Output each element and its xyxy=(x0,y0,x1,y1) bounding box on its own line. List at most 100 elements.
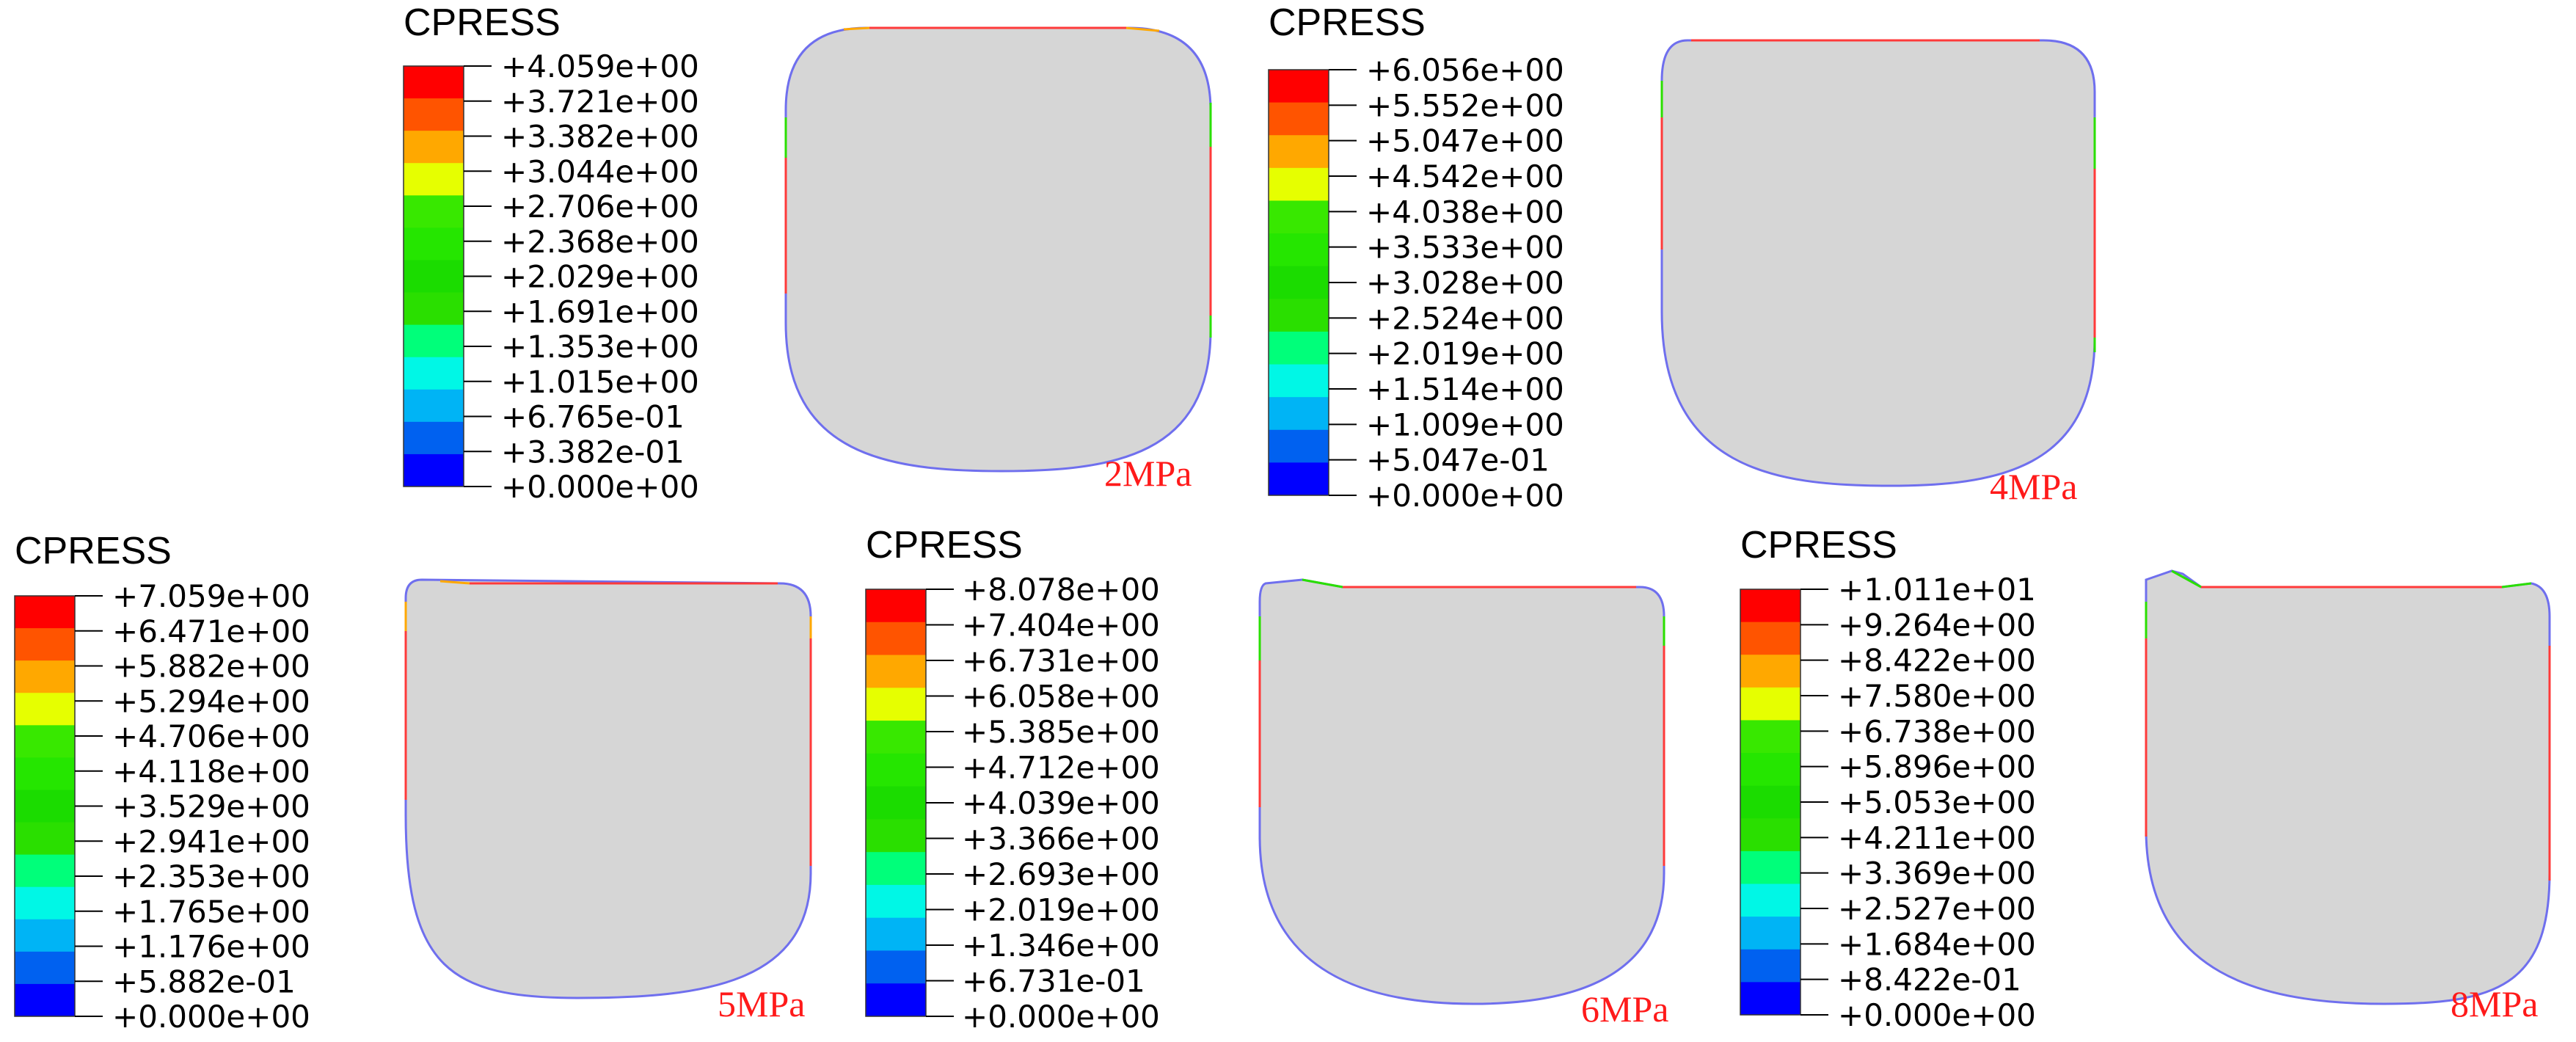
color-legend: +7.059e+00+6.471e+00+5.882e+00+5.294e+00… xyxy=(14,578,310,1035)
legend-tick-label: +1.691e+00 xyxy=(501,294,699,329)
legend-tick-label: +3.529e+00 xyxy=(112,789,310,825)
legend-tick-label: +0.000e+00 xyxy=(1366,478,1564,514)
seal-cross-section xyxy=(404,578,812,999)
legend-tick-label: +6.058e+00 xyxy=(962,679,1160,715)
legend-swatch xyxy=(866,753,926,787)
legend-tick-label: +2.524e+00 xyxy=(1366,300,1564,336)
legend-swatch xyxy=(1269,70,1329,103)
seal-body xyxy=(1660,39,2096,487)
legend-tick-label: +2.368e+00 xyxy=(501,224,699,260)
legend-swatch xyxy=(15,983,75,1017)
legend-swatch xyxy=(1740,949,1800,983)
legend-tick-label: +2.029e+00 xyxy=(501,259,699,295)
legend-swatch xyxy=(866,622,926,656)
legend-swatch xyxy=(1740,982,1800,1016)
legend-swatch xyxy=(404,195,464,228)
legend-swatch xyxy=(1740,917,1800,950)
legend-swatch xyxy=(15,790,75,823)
legend-swatch xyxy=(866,884,926,919)
legend-swatch xyxy=(404,389,464,423)
legend-tick-label: +5.294e+00 xyxy=(112,683,310,719)
pressure-label: 8MPa xyxy=(2451,983,2538,1024)
legend-swatch xyxy=(1740,818,1800,852)
legend-tick-label: +1.176e+00 xyxy=(112,929,310,965)
transition-edge xyxy=(404,580,812,638)
legend-tick-label: +1.009e+00 xyxy=(1366,407,1564,442)
legend-tick-label: +1.353e+00 xyxy=(501,329,699,365)
panel-4mpa: CPRESS +6.056e+00+5.552e+00+5.047e+00+4.… xyxy=(1268,1,2096,514)
legend-tick-label: +1.011e+01 xyxy=(1838,572,2036,608)
legend-tick-label: +6.731e-01 xyxy=(962,963,1145,999)
legend-swatch xyxy=(1740,850,1800,885)
seal-body xyxy=(2145,569,2551,1005)
transition-edge xyxy=(843,26,1160,32)
color-legend: +1.011e+01+9.264e+00+8.422e+00+7.580e+00… xyxy=(1740,572,2036,1033)
transition-edge xyxy=(1660,81,2096,352)
legend-tick-label: +2.019e+00 xyxy=(1366,336,1564,372)
color-legend: +4.059e+00+3.721e+00+3.382e+00+3.044e+00… xyxy=(403,48,699,505)
panel-8mpa: CPRESS +1.011e+01+9.264e+00+8.422e+00+7.… xyxy=(1740,524,2551,1033)
legend-tick-label: +0.000e+00 xyxy=(112,999,310,1035)
legend-tick-label: +3.721e+00 xyxy=(501,84,699,120)
legend-swatch xyxy=(1740,687,1800,721)
legend-tick-label: +5.882e-01 xyxy=(112,963,296,999)
legend-tick-label: +2.353e+00 xyxy=(112,859,310,895)
legend-tick-label: +8.422e-01 xyxy=(1838,962,2021,998)
color-legend: +6.056e+00+5.552e+00+5.047e+00+4.542e+00… xyxy=(1268,52,1564,514)
seal-body xyxy=(1258,578,1665,1005)
legend-tick-label: +6.765e-01 xyxy=(501,399,685,435)
legend-swatch xyxy=(1269,331,1329,365)
legend-tick-label: +0.000e+00 xyxy=(501,469,699,505)
legend-swatch xyxy=(1740,622,1800,655)
legend-swatch xyxy=(15,757,75,790)
legend-tick-label: +3.044e+00 xyxy=(501,153,699,189)
pressure-label: 2MPa xyxy=(1104,453,1192,494)
legend-tick-label: +2.706e+00 xyxy=(501,189,699,225)
legend-swatch xyxy=(1269,167,1329,201)
legend-swatch xyxy=(866,852,926,886)
legend-swatch xyxy=(1269,102,1329,136)
legend-swatch xyxy=(866,983,926,1017)
legend-swatch xyxy=(1740,883,1800,917)
seal-cross-section xyxy=(784,26,1212,473)
legend-swatch xyxy=(1269,364,1329,398)
legend-tick-label: +3.369e+00 xyxy=(1838,856,2036,892)
legend-tick-label: +7.580e+00 xyxy=(1838,678,2036,714)
seal-cross-section xyxy=(1258,578,1665,1005)
seal-cross-section xyxy=(2145,569,2551,1005)
pressure-label: 4MPa xyxy=(1990,466,2077,507)
legend-tick-label: +4.118e+00 xyxy=(112,754,310,790)
legend-tick-label: +7.059e+00 xyxy=(112,578,310,614)
legend-tick-label: +2.527e+00 xyxy=(1838,891,2036,927)
legend-swatch xyxy=(866,688,926,721)
legend-swatch xyxy=(404,131,464,164)
legend-swatch xyxy=(404,324,464,358)
legend-swatch xyxy=(404,227,464,260)
legend-tick-label: +2.941e+00 xyxy=(112,823,310,859)
legend-swatch xyxy=(404,98,464,131)
legend-swatch xyxy=(404,163,464,196)
legend-tick-label: +4.039e+00 xyxy=(962,785,1160,821)
seal-cross-section xyxy=(1660,39,2096,487)
color-legend: +8.078e+00+7.404e+00+6.731e+00+6.058e+00… xyxy=(865,572,1160,1035)
panel-6mpa: CPRESS +8.078e+00+7.404e+00+6.731e+00+6.… xyxy=(865,524,1668,1035)
legend-tick-label: +3.382e-01 xyxy=(501,434,685,470)
pressure-label: 5MPa xyxy=(718,983,805,1024)
legend-tick-label: +6.738e+00 xyxy=(1838,713,2036,749)
legend-tick-label: +2.019e+00 xyxy=(962,892,1160,928)
legend-swatch xyxy=(866,786,926,820)
legend-tick-label: +5.053e+00 xyxy=(1838,784,2036,820)
legend-tick-label: +8.078e+00 xyxy=(962,572,1160,608)
legend-title: CPRESS xyxy=(15,530,172,572)
legend-tick-label: +7.404e+00 xyxy=(962,608,1160,644)
transition-edge xyxy=(2145,569,2532,638)
legend-tick-label: +1.514e+00 xyxy=(1366,371,1564,407)
legend-swatch xyxy=(866,655,926,688)
legend-tick-label: +4.712e+00 xyxy=(962,750,1160,786)
legend-tick-label: +4.059e+00 xyxy=(501,48,699,84)
legend-tick-label: +4.038e+00 xyxy=(1366,194,1564,230)
legend-tick-label: +5.047e+00 xyxy=(1366,123,1564,159)
legend-tick-label: +3.366e+00 xyxy=(962,821,1160,857)
legend-swatch xyxy=(404,357,464,390)
